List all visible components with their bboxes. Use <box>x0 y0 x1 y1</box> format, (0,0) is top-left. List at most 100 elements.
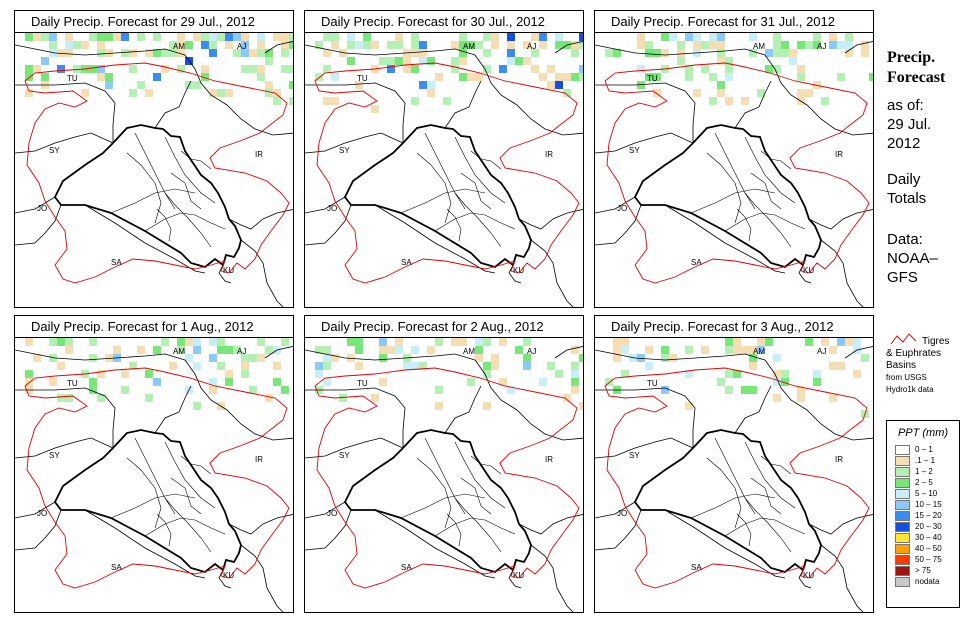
map-label-am: AM <box>463 42 475 51</box>
precip-cell <box>49 33 57 41</box>
country-border <box>15 387 116 448</box>
province-border <box>454 497 502 553</box>
panel-title: Daily Precip. Forecast for 30 Jul., 2012 <box>305 11 583 33</box>
precip-cell <box>645 362 653 370</box>
map-label-jo: JO <box>37 509 47 518</box>
province-border <box>134 132 176 210</box>
legend-row: 0 – 1 <box>895 444 959 455</box>
precip-cell <box>73 65 81 73</box>
precip-cell <box>169 362 177 370</box>
precip-cell <box>411 33 419 41</box>
precip-cell <box>403 362 411 370</box>
precip-cell <box>193 338 201 346</box>
precip-cell <box>129 89 137 97</box>
precip-cell <box>459 33 467 41</box>
precip-cell <box>41 57 49 65</box>
precip-cell <box>137 346 145 354</box>
precip-cell <box>829 394 837 402</box>
precip-cell <box>645 346 653 354</box>
precip-cell <box>395 57 403 65</box>
precip-cell <box>241 370 249 378</box>
precip-cell <box>145 394 153 402</box>
precip-cell <box>331 33 339 41</box>
legend-label: 30 – 40 <box>915 533 942 542</box>
country-border <box>15 204 62 246</box>
precip-cell <box>25 378 33 386</box>
precip-cell <box>531 49 539 57</box>
precip-cell <box>193 402 201 410</box>
province-border <box>180 455 212 475</box>
precip-cell <box>257 73 265 81</box>
precip-cell <box>411 97 419 105</box>
precip-cell <box>861 49 869 57</box>
country-border <box>595 509 642 551</box>
precip-cell <box>813 41 821 49</box>
country-border <box>444 385 482 434</box>
precip-cell <box>483 33 491 41</box>
precip-cell <box>347 41 355 49</box>
precip-cell <box>419 81 427 89</box>
precip-cell <box>797 65 805 73</box>
precip-cell <box>693 33 701 41</box>
precip-cell <box>555 33 563 41</box>
precip-cell <box>869 73 873 81</box>
province-border <box>460 477 492 515</box>
precip-cell <box>717 57 725 65</box>
precip-cell <box>757 89 765 97</box>
province-border <box>424 132 466 210</box>
precip-cell <box>89 354 97 362</box>
precip-cell <box>177 49 185 57</box>
precip-cell <box>661 386 669 394</box>
basin-outline <box>314 367 580 589</box>
country-border <box>15 349 186 361</box>
legend-row: 40 – 50 <box>895 543 959 554</box>
precip-cell <box>637 65 645 73</box>
country-border <box>820 239 864 307</box>
precip-cell <box>379 338 387 346</box>
precip-legend: PPT (mm) 0 – 1 .1 – 1 1 – 2 2 – 5 5 – 10 10 –… <box>886 420 960 608</box>
precip-cell <box>677 41 685 49</box>
precip-cell <box>177 41 185 49</box>
iraq-border <box>53 429 242 573</box>
precip-cell <box>121 33 129 41</box>
country-border <box>595 82 696 143</box>
precip-cell <box>257 49 265 57</box>
province-border <box>744 192 792 248</box>
legend-swatch <box>895 499 910 510</box>
precip-cell <box>97 49 105 57</box>
precip-cell <box>281 386 289 394</box>
precip-cell <box>57 65 65 73</box>
precip-cell <box>685 33 693 41</box>
precip-cell <box>571 73 579 81</box>
precip-cell <box>225 89 233 97</box>
precip-cell <box>467 73 475 81</box>
precip-cell <box>459 41 467 49</box>
precip-cell <box>637 41 645 49</box>
panel-title: Daily Precip. Forecast for 1 Aug., 2012 <box>15 316 293 338</box>
legend-row: 20 – 30 <box>895 521 959 532</box>
precip-cell <box>25 33 33 41</box>
precip-cell <box>209 89 217 97</box>
precip-map: AM AJ TU SY IR JO SA KU <box>305 33 583 307</box>
precip-cell <box>161 338 169 346</box>
precip-cell <box>371 41 379 49</box>
basin-outline <box>24 367 290 589</box>
precip-cell <box>773 41 781 49</box>
precip-cell <box>515 346 523 354</box>
precip-cell <box>717 378 725 386</box>
precip-cell <box>725 65 733 73</box>
precip-cell <box>563 394 571 402</box>
precip-cell <box>281 33 289 41</box>
precip-cell <box>41 33 49 41</box>
legend-row: 30 – 40 <box>895 532 959 543</box>
precip-cell <box>25 89 33 97</box>
forecast-panel-4: Daily Precip. Forecast for 1 Aug., 2012 … <box>14 315 294 613</box>
map-label-sy: SY <box>629 146 640 155</box>
map-label-tu: TU <box>357 379 368 388</box>
precip-cell <box>241 354 249 362</box>
precip-cell <box>725 370 733 378</box>
precip-cell <box>677 49 685 57</box>
precip-cell <box>241 49 249 57</box>
country-border <box>595 387 696 448</box>
precip-cell <box>281 65 289 73</box>
